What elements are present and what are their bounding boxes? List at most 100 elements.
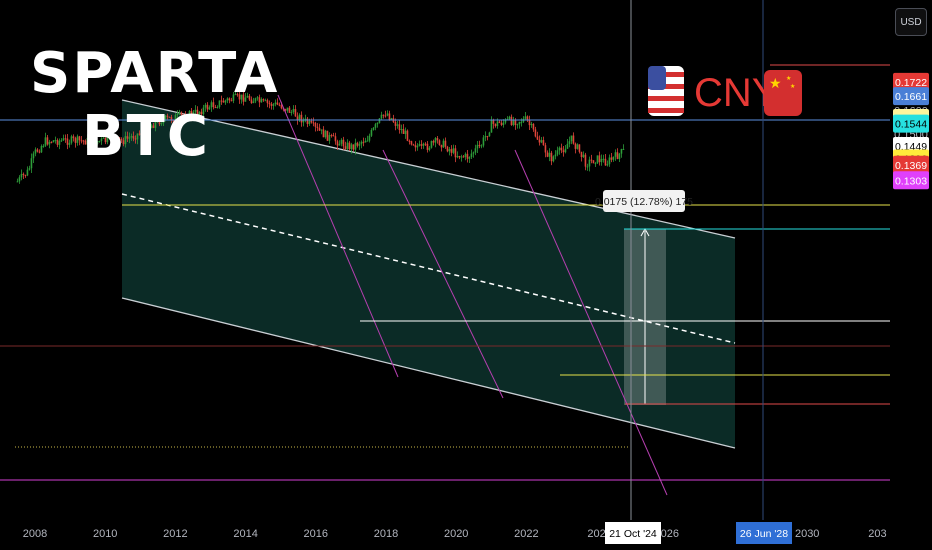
candle-body: [320, 129, 323, 131]
candlestick-series: [16, 89, 625, 184]
candle-body: [330, 135, 333, 137]
candle-body: [410, 141, 413, 145]
candle-body: [116, 137, 119, 140]
candle-body: [612, 156, 615, 160]
candle-body: [476, 144, 479, 149]
candle-body: [442, 140, 445, 148]
candle-body: [170, 117, 173, 121]
candle-body: [372, 127, 375, 130]
candle-body: [256, 97, 259, 99]
candle-body: [124, 136, 127, 145]
candle-body: [110, 136, 113, 144]
regression-channel-fill: [122, 100, 735, 448]
price-tag-box: [893, 171, 929, 190]
candle-body: [490, 120, 493, 133]
candle-body: [598, 155, 601, 163]
candle-body: [352, 144, 355, 150]
candle-body: [558, 147, 561, 151]
candle-body: [578, 144, 581, 152]
candle-body: [128, 137, 131, 139]
candle-body: [284, 109, 287, 111]
candle-body: [44, 137, 47, 146]
candle-body: [568, 141, 571, 144]
candle-body: [20, 173, 23, 178]
candle-body: [458, 155, 461, 158]
candle-body: [210, 102, 213, 108]
candle-body: [180, 112, 183, 115]
candle-body: [140, 133, 143, 135]
trendline-2: [382, 149, 504, 399]
candle-body: [588, 159, 591, 167]
candle-body: [126, 136, 129, 139]
candle-body: [246, 95, 249, 98]
candle-body: [190, 111, 193, 117]
candle-body: [292, 109, 295, 113]
candle-body: [220, 100, 223, 102]
crosshair-date-box: [605, 522, 661, 544]
time-tick-label: 2030: [795, 528, 819, 540]
candle-body: [520, 121, 523, 123]
trendline-1: [277, 94, 399, 378]
candle-body: [214, 107, 217, 109]
candle-body: [252, 101, 255, 104]
candle-body: [500, 122, 503, 125]
candle-body: [404, 130, 407, 134]
candle-body: [138, 133, 141, 135]
candle-body: [146, 125, 149, 133]
candle-body: [366, 140, 369, 142]
candle-body: [236, 94, 239, 96]
candle-body: [84, 140, 87, 145]
future-date-label: 26 Jun '28: [740, 528, 788, 540]
candle-body: [70, 136, 73, 143]
candle-body: [430, 141, 433, 148]
candle-body: [620, 149, 623, 154]
candle-body: [52, 140, 55, 143]
candle-body: [420, 144, 423, 146]
candle-body: [144, 125, 147, 131]
candle-body: [354, 142, 357, 150]
candle-body: [218, 100, 221, 107]
candle-body: [368, 135, 371, 141]
candle-body: [472, 152, 475, 154]
currency-button[interactable]: USD: [895, 8, 927, 36]
candle-body: [48, 141, 51, 145]
candle-body: [56, 140, 59, 145]
candle-body: [82, 140, 85, 142]
candle-body: [276, 102, 279, 105]
time-axis-ticks: 2008 2010 2012 2014 2016 2018 2020 2022 202 2026 2…: [23, 528, 887, 540]
candle-body: [340, 139, 343, 144]
candle-body: [158, 118, 161, 125]
candle-body: [536, 136, 539, 140]
candle-body: [550, 152, 553, 162]
candle-body: [196, 109, 199, 115]
candle-body: [22, 173, 25, 176]
candle-body: [388, 113, 391, 120]
candle-body: [342, 139, 345, 147]
candle-body: [428, 147, 431, 150]
candle-body: [336, 141, 339, 146]
candle-body: [446, 146, 449, 152]
candle-body: [348, 142, 351, 150]
china-flag-icon: ★ ★ ★: [764, 70, 802, 116]
candle-body: [232, 94, 235, 101]
candle-body: [108, 136, 111, 138]
candle-body: [288, 107, 291, 113]
candle-body: [328, 135, 331, 141]
candle-body: [34, 149, 37, 154]
candle-body: [518, 121, 521, 125]
candle-body: [378, 118, 381, 123]
candle-body: [264, 100, 267, 102]
candle-body: [552, 156, 555, 162]
candle-body: [18, 177, 21, 182]
candle-body: [240, 94, 243, 100]
candle-body: [470, 153, 473, 157]
channel-upper-line: [121, 99, 736, 239]
candle-body: [608, 157, 611, 165]
candle-body: [516, 124, 519, 126]
candle-body: [394, 122, 397, 126]
candle-body: [176, 113, 179, 116]
candle-body: [310, 120, 313, 123]
candle-body: [580, 151, 583, 158]
candle-body: [564, 148, 567, 153]
